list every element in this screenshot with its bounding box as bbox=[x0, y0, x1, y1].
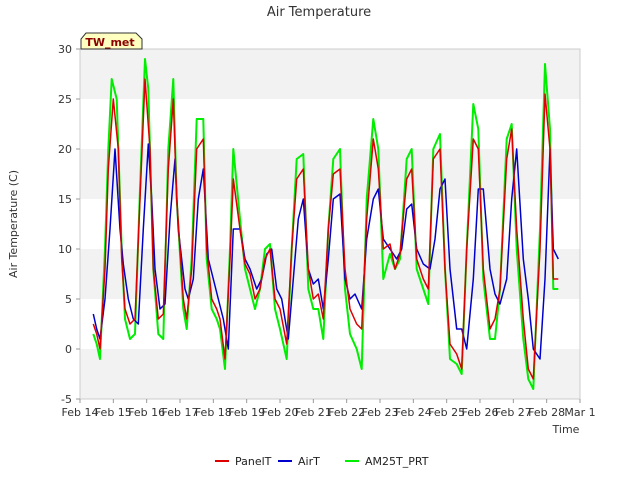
grid-band bbox=[80, 49, 580, 99]
x-tick-label: Feb 15 bbox=[95, 406, 132, 419]
x-tick-label: Feb 24 bbox=[395, 406, 432, 419]
x-tick-label: Feb 18 bbox=[195, 406, 232, 419]
y-tick-label: 20 bbox=[58, 143, 72, 156]
y-tick-label: 15 bbox=[58, 193, 72, 206]
station-label: TW_met bbox=[85, 36, 134, 49]
y-tick-label: 0 bbox=[65, 343, 72, 356]
x-tick-label: Feb 19 bbox=[228, 406, 265, 419]
x-axis-title: Time bbox=[552, 423, 580, 436]
series-line-airt bbox=[92, 143, 559, 360]
y-tick-label: 25 bbox=[58, 93, 72, 106]
y-tick-label: 30 bbox=[58, 43, 72, 56]
x-tick-label: Feb 17 bbox=[162, 406, 199, 419]
grid-band bbox=[80, 149, 580, 199]
x-tick-label: Feb 22 bbox=[328, 406, 365, 419]
x-tick-label: Feb 26 bbox=[462, 406, 499, 419]
chart-title: Air Temperature bbox=[267, 5, 371, 20]
x-tick-label: Mar 1 bbox=[564, 406, 595, 419]
series-lines bbox=[92, 58, 559, 390]
x-tick-label: Feb 23 bbox=[362, 406, 399, 419]
y-tick-label: 5 bbox=[65, 293, 72, 306]
series-line-panelt bbox=[92, 78, 559, 380]
y-tick-label: -5 bbox=[61, 393, 72, 406]
x-tick-label: Feb 27 bbox=[495, 406, 532, 419]
y-axis: -5 0 5 10 15 20 25 30 bbox=[58, 43, 80, 406]
legend-label: AM25T_PRT bbox=[365, 455, 429, 468]
legend-label: PanelT bbox=[235, 455, 272, 468]
x-tick-label: Feb 20 bbox=[262, 406, 299, 419]
grid-band bbox=[80, 349, 580, 399]
station-label-box: TW_met bbox=[80, 32, 143, 50]
legend: PanelT AirT AM25T_PRT bbox=[215, 455, 429, 468]
grid-band bbox=[80, 249, 580, 299]
series-line-am25t_prt bbox=[92, 58, 559, 390]
background-bands bbox=[80, 49, 580, 399]
y-tick-label: 10 bbox=[58, 243, 72, 256]
x-tick-label: Feb 25 bbox=[428, 406, 465, 419]
x-tick-label: Feb 28 bbox=[528, 406, 565, 419]
x-tick-label: Feb 21 bbox=[295, 406, 332, 419]
y-axis-title: Air Temperature (C) bbox=[7, 170, 20, 278]
x-tick-label: Feb 16 bbox=[128, 406, 165, 419]
plot-area bbox=[79, 48, 581, 400]
x-tick-label: Feb 14 bbox=[62, 406, 99, 419]
legend-label: AirT bbox=[298, 455, 320, 468]
